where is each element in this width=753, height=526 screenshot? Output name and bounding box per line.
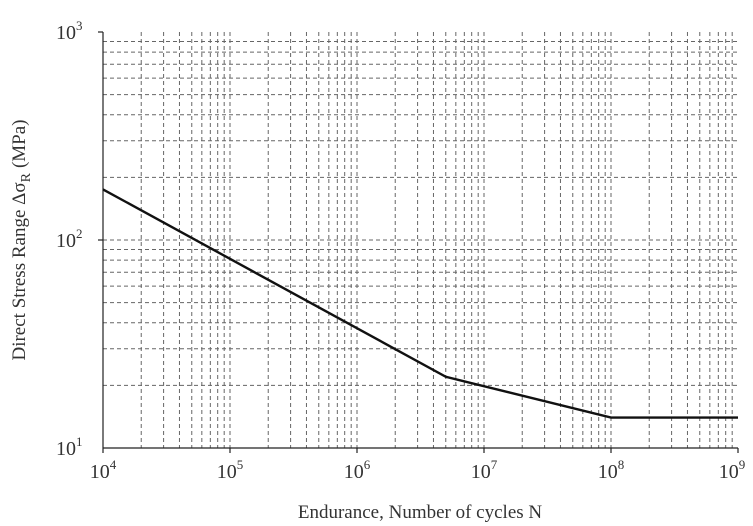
y-axis-label-main: Direct Stress Range Δσ <box>9 182 30 360</box>
x-tick-labels: 104 105 106 107 108 109 <box>90 457 746 483</box>
series-layer <box>102 188 738 419</box>
series-line-0 <box>102 188 738 419</box>
x-tick-label: 106 <box>344 457 371 483</box>
y-tick-label: 101 <box>56 434 83 460</box>
axes <box>98 31 739 453</box>
x-tick-label: 104 <box>90 457 117 483</box>
y-tick-label: 102 <box>56 226 83 252</box>
y-tick-label: 103 <box>56 18 83 44</box>
y-axis-label-unit: (MPa) <box>9 119 30 168</box>
y-axis-label: Direct Stress Range ΔσR (MPa) <box>9 119 34 360</box>
y-tick-labels: 101 102 103 <box>56 18 83 460</box>
x-tick-label: 107 <box>471 457 498 483</box>
y-axis-label-subscript: R <box>19 172 34 182</box>
grid <box>103 32 738 448</box>
x-tick-label: 105 <box>217 457 244 483</box>
x-tick-label: 108 <box>598 457 625 483</box>
x-axis-label: Endurance, Number of cycles N <box>298 502 543 523</box>
x-tick-label: 109 <box>719 457 746 483</box>
